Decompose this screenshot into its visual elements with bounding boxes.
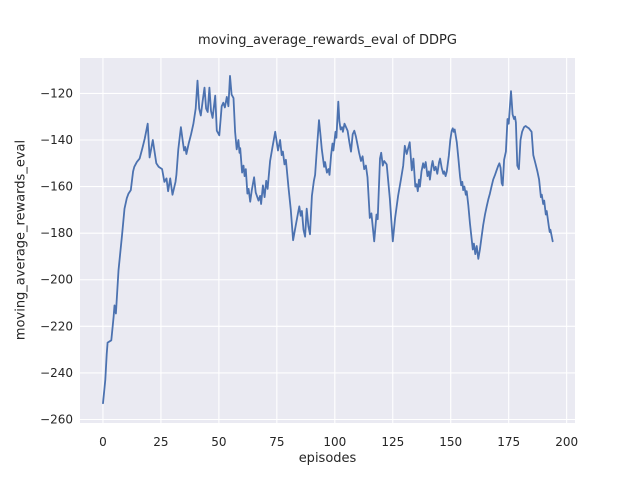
x-tick-label: 75 <box>269 435 284 449</box>
chart-title: moving_average_rewards_eval of DDPG <box>198 33 457 48</box>
x-tick-label: 0 <box>99 435 107 449</box>
y-tick-label: −260 <box>40 413 73 427</box>
y-axis-label: moving_average_rewards_eval <box>13 139 29 341</box>
x-tick-label: 125 <box>381 435 404 449</box>
x-tick-label: 25 <box>153 435 168 449</box>
y-tick-label: −140 <box>40 133 73 147</box>
y-tick-label: −240 <box>40 366 73 380</box>
plot-background <box>80 58 575 423</box>
y-tick-label: −220 <box>40 319 73 333</box>
y-tick-label: −120 <box>40 86 73 100</box>
y-tick-label: −200 <box>40 273 73 287</box>
x-axis-label: episodes <box>298 451 357 466</box>
x-tick-label: 100 <box>323 435 346 449</box>
x-tick-label: 175 <box>497 435 520 449</box>
y-tick-label: −160 <box>40 180 73 194</box>
x-tick-label: 150 <box>439 435 462 449</box>
y-tick-label: −180 <box>40 226 73 240</box>
x-tick-label: 200 <box>555 435 578 449</box>
x-tick-label: 50 <box>211 435 226 449</box>
series-line <box>102 75 554 405</box>
